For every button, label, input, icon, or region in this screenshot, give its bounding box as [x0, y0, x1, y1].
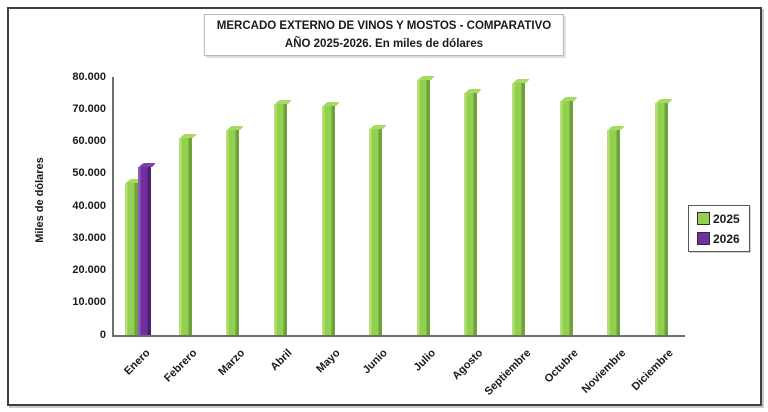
bar-face	[321, 106, 335, 335]
y-tick-label: 0	[99, 328, 106, 341]
y-tick-label: 70.000	[72, 102, 106, 115]
bar-face	[654, 102, 668, 335]
bar-face	[416, 80, 430, 335]
bar-2025-abril	[274, 100, 293, 335]
bar-face	[274, 104, 288, 335]
y-tick-label: 50.000	[72, 167, 106, 180]
legend-label: 2026	[713, 231, 740, 246]
legend: 2025 2026	[688, 205, 750, 252]
y-tick-label: 40.000	[72, 199, 106, 212]
bar-2025-agosto	[464, 89, 483, 335]
bar-2025-julio	[416, 76, 435, 335]
bar-2025-noviembre	[607, 126, 626, 335]
chart-title: MERCADO EXTERNO DE VINOS Y MOSTOS - COMP…	[216, 20, 552, 32]
bar-face	[226, 130, 240, 335]
y-tick-label: 80.000	[72, 70, 106, 83]
bar-2025-febrero	[178, 134, 197, 335]
bar-2025-marzo	[226, 126, 245, 335]
bar-face	[369, 128, 383, 335]
y-tick-label: 10.000	[72, 296, 106, 309]
bar-2025-junio	[369, 124, 388, 335]
chart-title-box: MERCADO EXTERNO DE VINOS Y MOSTOS - COMP…	[203, 14, 565, 57]
bar-face	[137, 167, 151, 335]
bar-2025-diciembre	[654, 98, 673, 335]
legend-swatch-icon	[697, 212, 710, 225]
legend-swatch-icon	[697, 232, 710, 245]
bar-2025-enero	[124, 179, 143, 335]
bar-face	[464, 93, 478, 335]
y-tick-label: 60.000	[72, 135, 106, 147]
bar-2025-octubre	[559, 97, 578, 335]
legend-label: 2025	[713, 211, 740, 226]
bar-2025-mayo	[321, 102, 340, 335]
bar-2025-septiembre	[511, 79, 530, 335]
bar-face	[511, 83, 525, 335]
y-tick-label: 20.000	[72, 264, 106, 276]
bar-face	[607, 130, 621, 335]
bar-2026-enero	[137, 163, 156, 335]
legend-item-2026: 2026	[697, 232, 740, 245]
bar-face	[124, 183, 138, 335]
bar-face	[559, 101, 573, 335]
legend-item-2025: 2025	[697, 212, 740, 225]
bar-face	[178, 138, 192, 335]
plot-area: Enero Febrero Marzo Abril Mayo Junio Julio Agos…	[112, 76, 685, 398]
y-tick-label: 30.000	[72, 231, 106, 244]
chart-subtitle: AÑO 2025-2026. En miles de dólares	[284, 37, 484, 50]
